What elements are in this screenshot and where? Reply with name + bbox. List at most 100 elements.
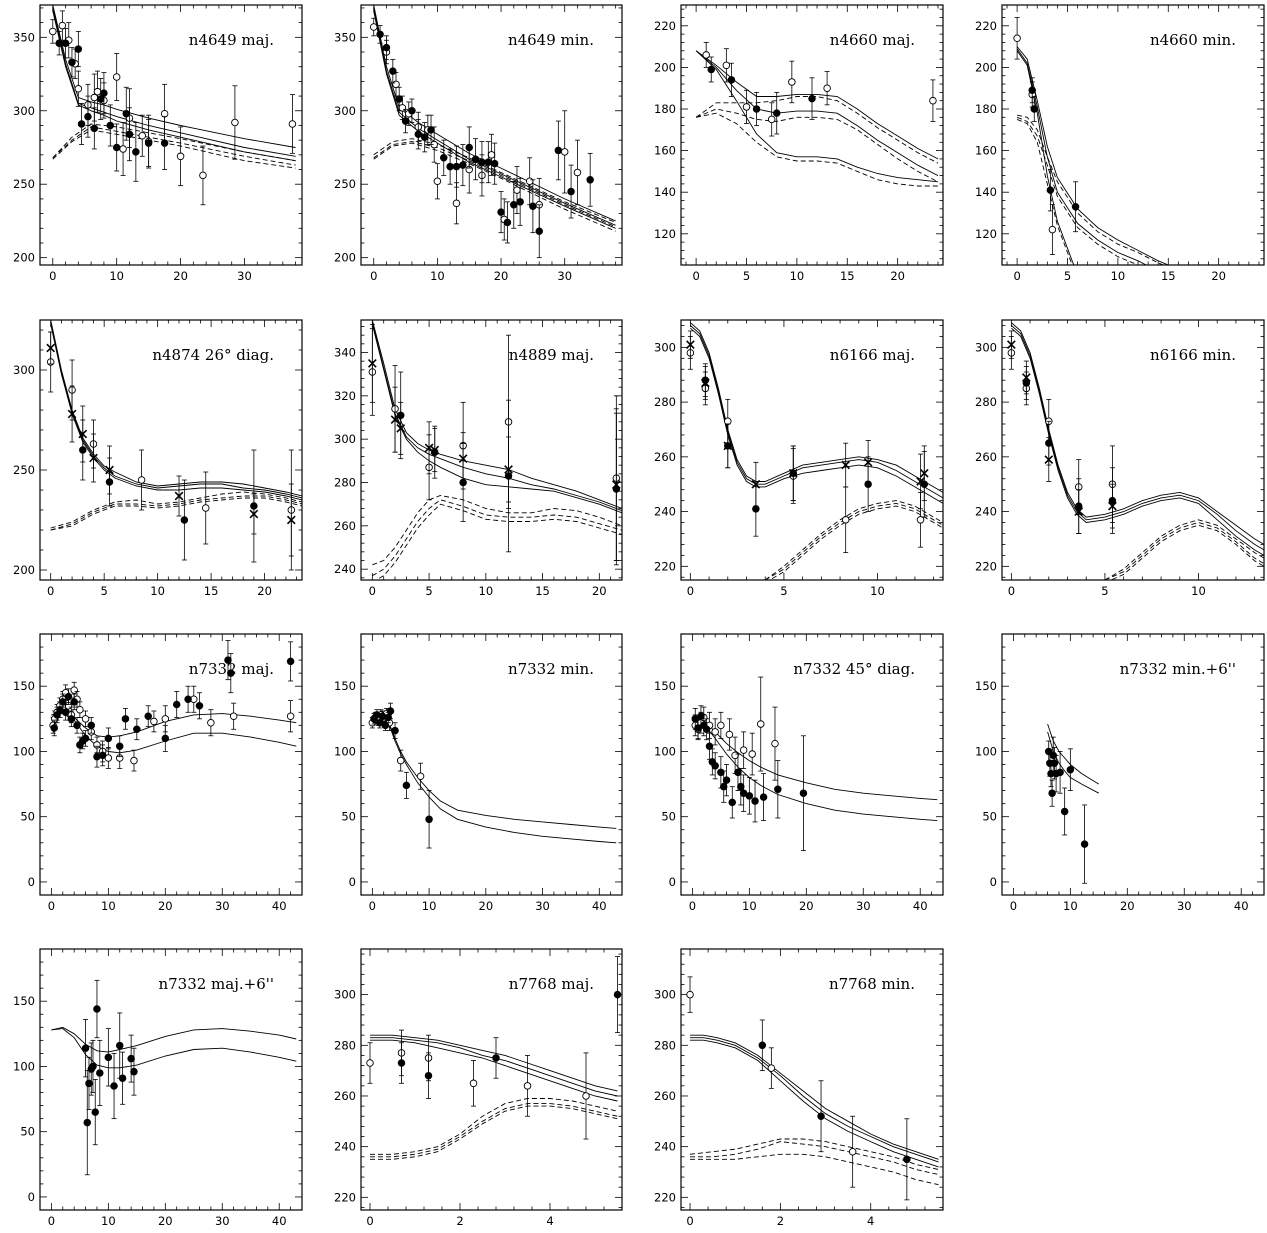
model-curve-dashed: [52, 129, 296, 169]
y-tick-label: 0: [990, 875, 997, 889]
filled-data-point: [424, 1071, 433, 1080]
model-curve-dashed: [764, 502, 943, 580]
panel-title: n4874 26° diag.: [152, 346, 274, 364]
filled-data-point: [1066, 765, 1075, 774]
model-curve-solid: [370, 1037, 618, 1097]
open-data-point: [137, 476, 146, 484]
filled-data-point: [160, 139, 169, 147]
open-data-point: [725, 730, 734, 739]
open-data-point: [573, 168, 582, 177]
filled-data-point: [465, 143, 473, 152]
plot-area: [51, 979, 297, 1176]
x-tick-label: 20: [592, 584, 607, 598]
model-curve-dashed: [50, 491, 302, 529]
y-tick-label: 260: [654, 1089, 676, 1103]
filled-data-point: [752, 105, 761, 113]
y-tick-label: 150: [334, 679, 356, 693]
filled-data-point: [395, 95, 403, 103]
chart-panel: 0 2 4 220 240 260 280 300 n7768 min.: [654, 948, 944, 1228]
x-tick-label: 20: [1211, 269, 1226, 283]
y-tick-label: 0: [349, 875, 356, 889]
cross-data-point: [916, 477, 925, 486]
cross-data-point: [841, 460, 851, 470]
x-tick-label: 10: [101, 1214, 116, 1228]
y-tick-label: 220: [654, 19, 676, 33]
x-tick-label: 10: [870, 584, 885, 598]
x-tick-label: 20: [1120, 899, 1135, 913]
model-curve-dashed: [695, 108, 939, 183]
chart-panel: 0 5 10 15 20 120 140 160 180 200 220 n4660 maj.: [654, 4, 944, 283]
plot-area: [1006, 322, 1264, 580]
open-data-point: [112, 73, 121, 81]
x-tick-label: 20: [158, 1214, 173, 1228]
filled-data-point: [1048, 789, 1056, 797]
x-tick-label: 30: [215, 1214, 230, 1228]
chart-panel: 0 2 4 220 240 260 280 300 n7768 maj.: [334, 948, 623, 1228]
open-data-point: [396, 756, 405, 765]
cross-data-point: [700, 378, 710, 388]
filled-data-point: [510, 201, 518, 209]
filled-data-point: [1030, 105, 1038, 113]
open-data-point: [74, 84, 83, 93]
y-tick-label: 240: [654, 505, 676, 519]
filled-data-point: [112, 143, 121, 152]
filled-data-point: [759, 793, 768, 801]
model-curve-dashed: [370, 1103, 618, 1158]
panel-title: n7768 min.: [829, 975, 915, 993]
model-curve-solid: [695, 50, 939, 183]
panel-title: n4660 maj.: [830, 31, 915, 49]
plot-area: [368, 702, 617, 849]
y-tick-label: 240: [334, 562, 356, 576]
filled-data-point: [808, 94, 816, 103]
open-data-point: [731, 751, 739, 760]
model-curve-solid: [373, 5, 616, 222]
open-data-point: [231, 118, 239, 127]
open-data-point: [130, 756, 138, 765]
plot-frame: [39, 4, 303, 266]
panel-title: n4889 maj.: [509, 346, 594, 364]
model-curve-solid: [692, 717, 938, 822]
open-data-point: [513, 186, 521, 194]
y-tick-label: 120: [654, 227, 676, 241]
filled-data-point: [90, 124, 99, 133]
y-tick-label: 300: [13, 363, 35, 377]
filled-data-point: [87, 721, 96, 730]
x-tick-label: 10: [742, 899, 757, 913]
open-data-point: [686, 990, 694, 999]
y-tick-label: 100: [654, 744, 676, 758]
y-tick-label: 300: [654, 340, 676, 354]
open-data-point: [119, 145, 127, 153]
x-tick-label: 5: [425, 584, 432, 598]
open-data-point: [756, 720, 765, 728]
x-tick-label: 10: [479, 584, 494, 598]
filled-data-point: [613, 990, 622, 999]
filled-data-point: [381, 721, 390, 730]
open-data-point: [525, 177, 534, 186]
x-tick-label: 0: [49, 269, 56, 283]
chart-panel: 0 10 20 30 40 0 50 100 150 n7332 maj.+6'': [13, 948, 303, 1228]
filled-data-point: [68, 58, 76, 67]
filled-data-point: [83, 1118, 92, 1127]
cross-data-point: [1074, 507, 1084, 516]
y-tick-label: 200: [975, 60, 997, 74]
y-tick-label: 100: [334, 744, 356, 758]
y-tick-label: 100: [975, 744, 997, 758]
filled-data-point: [728, 798, 737, 807]
open-data-point: [160, 109, 169, 118]
x-tick-label: 4: [867, 1214, 874, 1228]
x-tick-label: 40: [1234, 899, 1249, 913]
open-data-point: [771, 739, 779, 748]
filled-data-point: [440, 154, 448, 162]
x-tick-label: 0: [47, 584, 54, 598]
model-curve-solid: [370, 1039, 618, 1102]
panel-title: n6166 maj.: [830, 346, 915, 364]
y-tick-label: 200: [334, 251, 356, 265]
filled-data-point: [84, 112, 92, 121]
open-data-point: [452, 199, 461, 208]
model-curve-dashed: [764, 500, 943, 580]
open-data-point: [207, 718, 215, 727]
y-tick-label: 50: [20, 810, 35, 824]
model-curve-dashed: [1016, 118, 1073, 265]
open-data-point: [739, 746, 748, 754]
y-tick-label: 150: [654, 679, 676, 693]
